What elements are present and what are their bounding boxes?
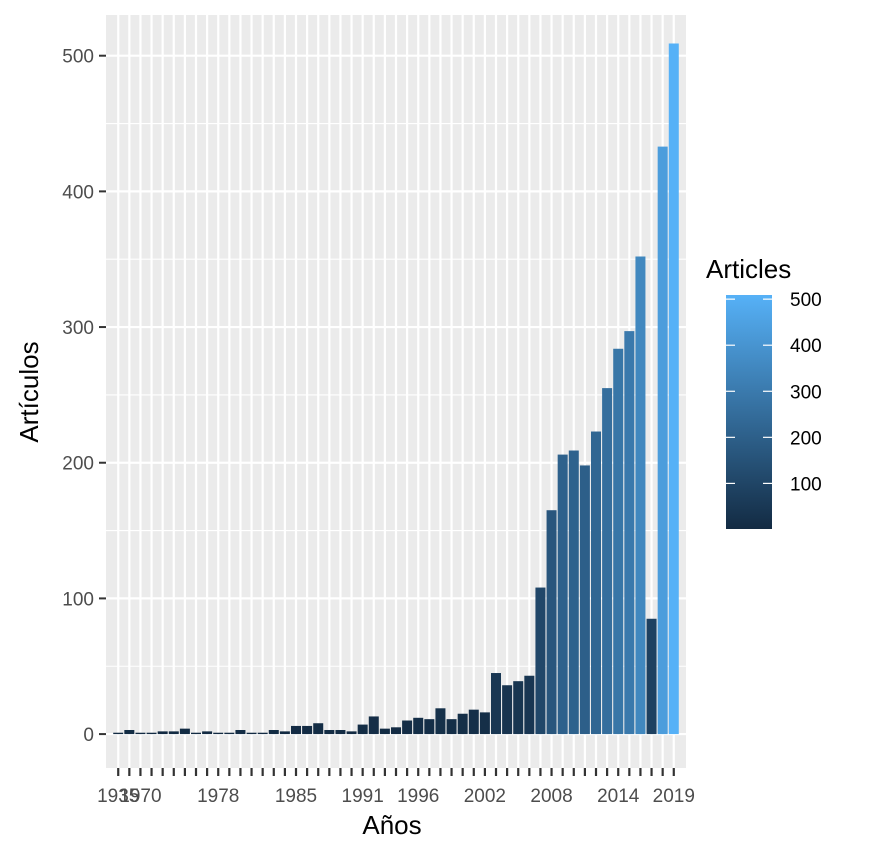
y-axis-title: Artículos [14,341,44,442]
bar-1998 [435,708,446,735]
bar-1993 [379,728,390,735]
bar-2002 [479,712,490,735]
y-tick-label: 500 [62,47,94,68]
bar-2016 [635,256,646,735]
legend-tick-label: 500 [790,290,822,311]
x-tick-label: 1991 [342,786,384,807]
x-tick-label: 2019 [653,786,695,807]
bar-1987 [313,723,324,735]
bar-1997 [424,719,435,735]
bar-2014 [613,348,624,735]
grid-major [106,15,686,768]
bar-2004 [502,685,513,735]
x-tick-label: 2014 [597,786,640,807]
x-tick-label: 1985 [275,786,317,807]
y-tick-label: 200 [62,454,94,475]
bar-2013 [602,388,613,735]
bar-2000 [457,713,468,735]
bar-2011 [579,465,590,735]
color-legend: Articles 100 200 300 400 500 [706,254,822,529]
bar-1973 [157,731,168,735]
x-axis-title: Años [362,810,421,840]
bar-2003 [491,673,501,735]
bar-1986 [302,725,313,735]
bar-1983 [268,730,279,735]
legend-title: Articles [706,254,791,284]
bar-2018 [657,146,668,735]
bar-1999 [446,719,457,735]
bar-2001 [468,709,479,735]
y-tick-label: 0 [83,725,94,746]
bar-1935 [113,732,124,735]
y-tick-label: 100 [62,589,94,610]
legend-colorbar [726,295,772,529]
bar-1977 [202,731,213,735]
bar-1971 [146,732,157,735]
bar-1980 [235,730,246,735]
bar-2012 [591,431,601,735]
x-tick-label: 1970 [119,786,161,807]
bar-2015 [624,331,635,735]
y-tick-label: 400 [62,182,94,203]
bar-2006 [524,675,535,735]
bar-2010 [568,450,579,735]
bars [113,43,679,735]
bar-1990 [346,731,357,735]
x-tick-label: 2002 [464,786,506,807]
bar-1978 [213,732,224,735]
x-tick-label: 1935 [97,786,139,807]
bar-1981 [246,732,257,735]
bar-1979 [224,732,235,735]
bar-1982 [257,732,268,735]
bar-1991 [357,724,368,735]
bar-1992 [368,716,379,735]
bar-2017 [646,618,657,735]
y-axis: 0 100 200 300 400 500 [62,47,106,746]
bar-1995 [402,720,413,735]
bar-1989 [335,730,346,735]
bar-1994 [391,727,401,735]
bar-1970 [135,732,146,735]
legend-tick-label: 200 [790,428,822,449]
bar-2019 [668,43,679,735]
bar-1975 [179,728,190,735]
legend-tick-label: 100 [790,474,822,495]
x-tick-label: 1996 [397,786,439,807]
bar-1985 [291,725,301,735]
bar-1988 [324,730,335,735]
bar-1976 [191,732,201,735]
y-tick-label: 300 [62,318,94,339]
bar-1996 [413,717,424,735]
bar-2008 [546,510,557,735]
bar-1965 [124,730,135,735]
legend-tick-label: 400 [790,336,822,357]
bar-1974 [168,731,179,735]
bar-2005 [513,681,524,735]
legend-tick-label: 300 [790,382,822,403]
x-tick-label: 2008 [530,786,572,807]
x-tick-label: 1978 [197,786,239,807]
bar-2009 [557,454,568,735]
bar-1984 [279,731,290,735]
bar-2007 [535,587,546,735]
